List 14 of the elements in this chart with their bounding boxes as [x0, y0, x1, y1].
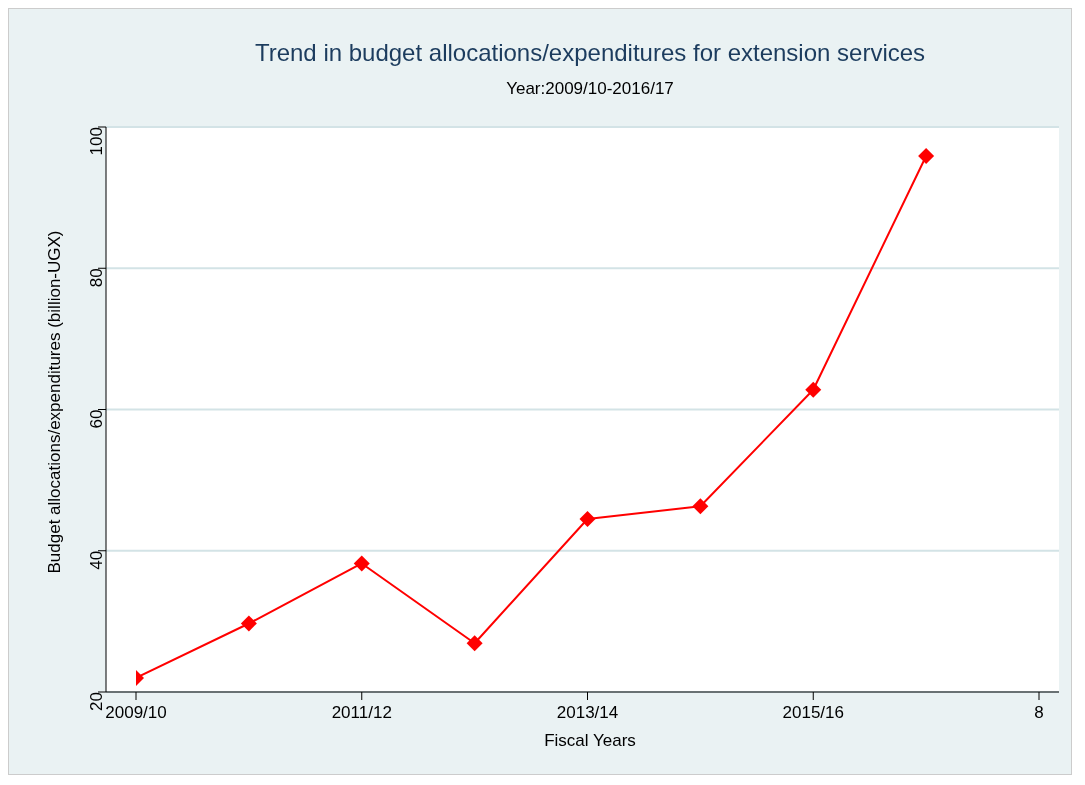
y-tick-label: 20: [87, 692, 107, 711]
x-tick-label: 2015/16: [782, 703, 844, 723]
x-tick-label: 2009/10: [105, 703, 167, 723]
y-tick-label: 100: [87, 127, 107, 156]
chart-title: Trend in budget allocations/expenditures for extension services: [253, 39, 927, 67]
x-tick-label: 2013/14: [556, 703, 619, 723]
y-tick-label: 60: [87, 409, 107, 429]
y-tick-label: 80: [87, 268, 107, 288]
x-tick-label: 2011/12: [331, 703, 392, 723]
x-tick-label: 8: [1034, 703, 1044, 723]
y-tick-label: 40: [87, 550, 107, 570]
x-axis-title: Fiscal Years: [543, 731, 637, 751]
y-axis-title: Budget allocations/expenditures (billion-UGX): [44, 230, 64, 574]
chart-subtitle: Year:2009/10-2016/17: [505, 79, 675, 99]
